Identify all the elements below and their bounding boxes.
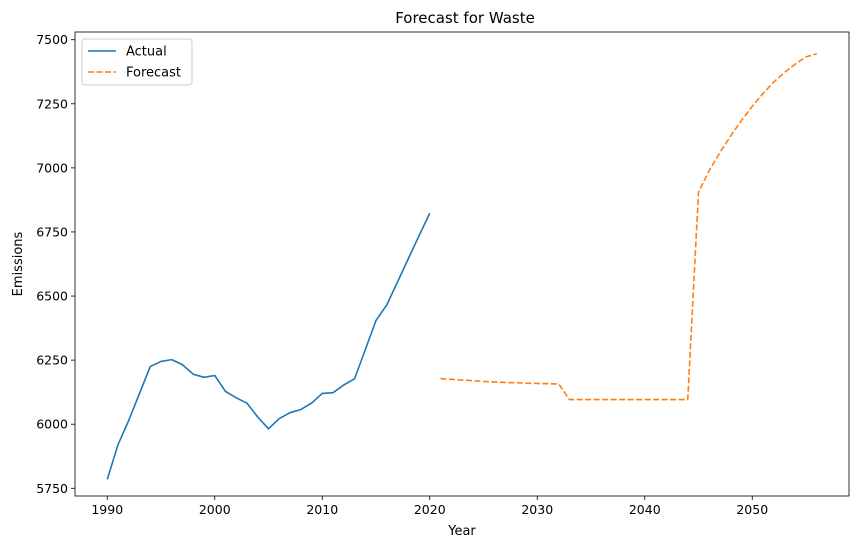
y-tick-label: 7000 [36, 160, 68, 175]
x-axis-label: Year [447, 524, 476, 539]
x-tick-label: 2030 [521, 502, 553, 517]
y-tick-label: 6750 [36, 224, 68, 239]
x-tick-label: 2010 [306, 502, 338, 517]
y-tick-label: 6000 [36, 417, 68, 432]
x-tick-label: 2040 [629, 502, 661, 517]
x-tick-label: 1990 [91, 502, 123, 517]
y-tick-label: 5750 [36, 481, 68, 496]
y-tick-label: 6500 [36, 289, 68, 304]
series-layer [106, 53, 817, 480]
legend-label-forecast: Forecast [126, 66, 181, 81]
y-axis-label: Emissions [11, 231, 26, 296]
y-tick-label: 7500 [36, 32, 68, 47]
x-tick-label: 2050 [736, 502, 768, 517]
y-axis-ticks: 5750 6000 6250 6500 6750 7000 7250 7500 [36, 32, 75, 496]
y-tick-label: 7250 [36, 96, 68, 111]
x-axis-ticks: 1990 2000 2010 2020 2030 2040 2050 [91, 496, 768, 517]
x-tick-label: 2020 [414, 502, 446, 517]
x-tick-label: 2000 [199, 502, 231, 517]
chart-title: Forecast for Waste [395, 9, 535, 27]
legend: Actual Forecast [81, 38, 193, 86]
legend-label-actual: Actual [126, 45, 167, 60]
series-line-forecast [440, 53, 817, 401]
y-tick-label: 6250 [36, 353, 68, 368]
series-line-actual [106, 212, 431, 480]
plot-area [74, 31, 850, 497]
